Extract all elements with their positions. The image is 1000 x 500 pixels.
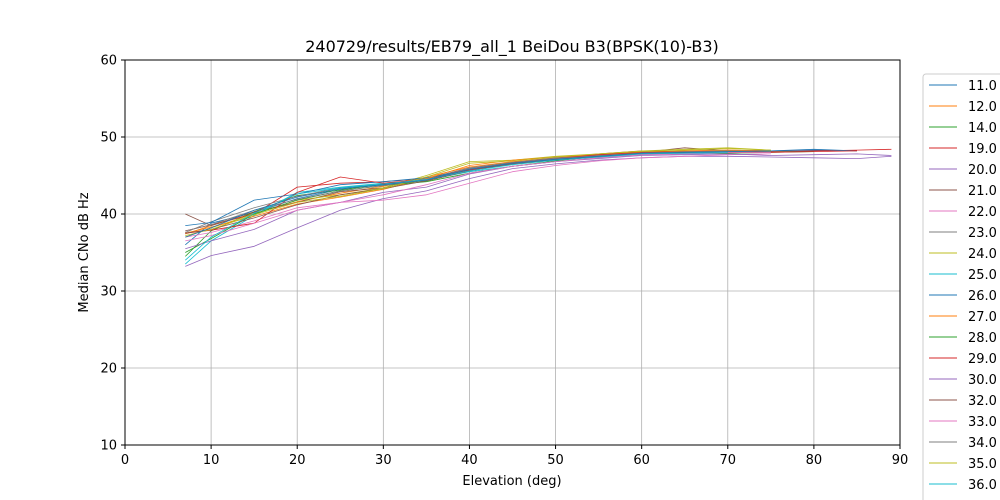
legend-label: 19.0 xyxy=(968,142,997,157)
x-tick-label: 80 xyxy=(806,453,823,468)
x-tick-label: 0 xyxy=(121,453,129,468)
x-tick-label: 10 xyxy=(203,453,220,468)
series-line-33.0 xyxy=(185,152,771,242)
legend-label: 36.0 xyxy=(968,478,997,493)
y-tick-label: 40 xyxy=(100,208,117,223)
x-tick-label: 20 xyxy=(289,453,306,468)
y-tick-label: 30 xyxy=(100,285,117,300)
legend-label: 23.0 xyxy=(968,226,997,241)
series-line-22.0 xyxy=(185,153,771,238)
grid-lines xyxy=(124,59,901,446)
legend-label: 12.0 xyxy=(968,100,997,115)
y-axis-title: Median CNo dB Hz xyxy=(77,192,92,312)
series-line-35.0 xyxy=(185,148,771,236)
x-tick-label: 30 xyxy=(375,453,392,468)
series-line-36.0 xyxy=(185,152,728,261)
chart-title: 240729/results/EB79_all_1 BeiDou B3(BPSK… xyxy=(305,37,719,57)
legend-label: 35.0 xyxy=(968,457,997,472)
y-tick-label: 60 xyxy=(100,54,117,69)
legend-label: 33.0 xyxy=(968,415,997,430)
x-tick-label: 90 xyxy=(892,453,909,468)
legend-label: 28.0 xyxy=(968,331,997,346)
plot-area xyxy=(185,147,892,267)
y-tick-label: 20 xyxy=(100,362,117,377)
legend-label: 26.0 xyxy=(968,289,997,304)
legend-label: 22.0 xyxy=(968,205,997,220)
legend-label: 34.0 xyxy=(968,436,997,451)
series-line-37.0 xyxy=(185,150,771,238)
x-tick-label: 70 xyxy=(720,453,737,468)
legend-label: 25.0 xyxy=(968,268,997,283)
y-axis: 10 20 30 40 50 60 xyxy=(100,54,125,454)
series-line-11.0 xyxy=(185,149,857,246)
legend-frame xyxy=(922,73,1000,500)
series-line-24.0 xyxy=(185,147,771,238)
legend-label: 27.0 xyxy=(968,310,997,325)
legend-label: 30.0 xyxy=(968,373,997,388)
legend-label: 20.0 xyxy=(968,163,997,178)
legend-label: 29.0 xyxy=(968,352,997,367)
legend-label: 11.0 xyxy=(968,79,997,94)
plot-frame xyxy=(124,59,901,446)
series-line-27.0 xyxy=(185,149,771,234)
legend-label: 32.0 xyxy=(968,394,997,409)
legend-label: 14.0 xyxy=(968,121,997,136)
x-tick-label: 60 xyxy=(633,453,650,468)
y-tick-label: 10 xyxy=(100,439,117,454)
x-tick-label: 40 xyxy=(461,453,478,468)
x-axis: 0 10 20 30 40 50 60 70 80 90 xyxy=(121,445,908,468)
legend-label: 21.0 xyxy=(968,184,997,199)
y-tick-label: 50 xyxy=(100,131,117,146)
x-tick-label: 50 xyxy=(547,453,564,468)
legend: 11.0 12.0 14.0 19.0 20.0 21.0 22.0 23.0 24.0 25.0… xyxy=(922,73,1000,500)
x-axis-title: Elevation (deg) xyxy=(462,474,561,489)
legend-label: 24.0 xyxy=(968,247,997,262)
series-line-20.0 xyxy=(185,155,892,267)
